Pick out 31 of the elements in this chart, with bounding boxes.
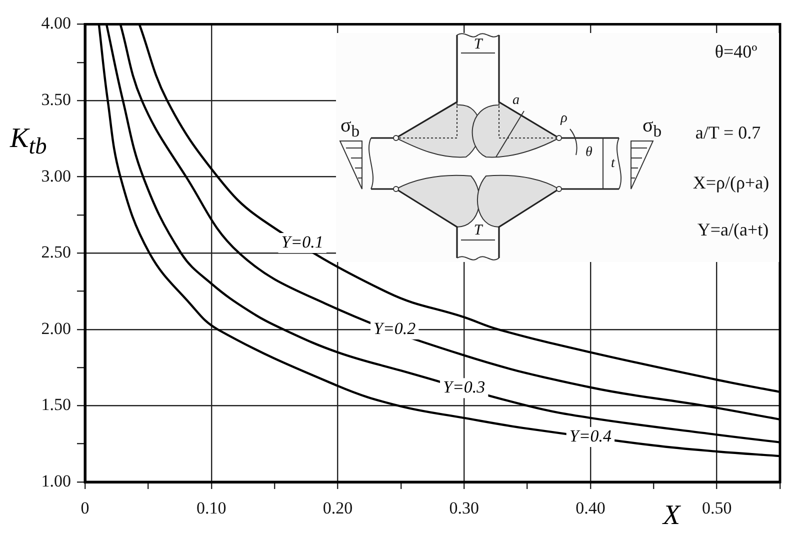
x-tick-label: 0.20 [322, 498, 353, 518]
annotation: θ [586, 145, 592, 161]
y-tick-label: 2.00 [41, 318, 71, 338]
series-label: Y=0.3 [442, 378, 486, 397]
annotation: σ$_{b}$ [642, 114, 662, 142]
y-tick-label: 4.00 [41, 14, 71, 33]
y-tick-label: 1.00 [41, 471, 71, 490]
x-tick-label: 0.40 [576, 498, 606, 518]
y-tick-label: 1.50 [41, 395, 71, 414]
annotation: t [611, 156, 615, 172]
y-tick-label: 3.50 [41, 90, 71, 109]
annotation: X=ρ/(ρ+a) [692, 172, 770, 194]
series-label: Y=0.1 [281, 232, 324, 252]
x-tick-label: 0 [80, 498, 90, 518]
annotation: T [474, 36, 482, 54]
y-tick-label: 2.50 [41, 242, 71, 262]
annotation: a/T = 0.7 [695, 122, 761, 144]
series-label: Y=0.2 [373, 318, 416, 338]
x-tick-label: 0.30 [449, 498, 479, 518]
y-tick-label: 3.00 [41, 166, 71, 186]
x-axis-title: X [663, 500, 680, 532]
y-axis-title: K$_{tb}$ [10, 123, 47, 161]
x-tick-label: 0.50 [702, 498, 732, 518]
x-tick-label: 0.10 [196, 498, 226, 518]
annotation: θ=40º [714, 42, 758, 62]
annotation: σ$_{b}$ [340, 114, 360, 142]
annotation: T [474, 222, 482, 240]
annotation: ρ [560, 111, 568, 127]
annotation: a [512, 93, 520, 109]
series-label: Y=0.4 [569, 426, 612, 446]
annotation: Y=a/(a+t) [697, 220, 769, 240]
